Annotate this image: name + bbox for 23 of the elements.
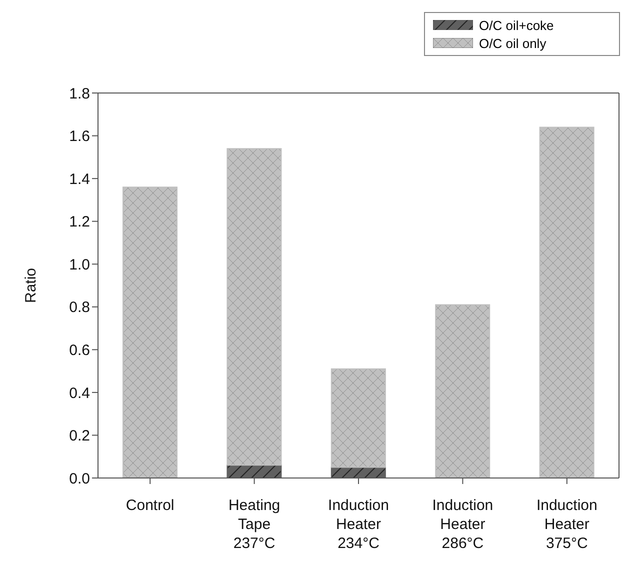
legend-label: O/C oil only bbox=[479, 36, 546, 50]
y-tick-label: 0.8 bbox=[69, 299, 90, 316]
legend-label: O/C oil+coke bbox=[479, 18, 554, 32]
y-axis-title: Ratio bbox=[22, 268, 40, 304]
bar bbox=[330, 368, 386, 468]
y-tick-label: 1.2 bbox=[69, 214, 90, 231]
bar bbox=[435, 304, 490, 478]
bar bbox=[122, 186, 178, 478]
y-tick-label: 0.2 bbox=[69, 428, 90, 445]
y-tick-label: 1.4 bbox=[69, 170, 90, 188]
y-tick-label: 1.8 bbox=[69, 85, 90, 102]
y-tick-label: 0.4 bbox=[69, 384, 90, 402]
y-tick-label: 0.0 bbox=[69, 470, 90, 488]
x-tick-label: Control bbox=[126, 497, 174, 514]
x-tick-label: Heating Tape 237°C bbox=[228, 497, 280, 552]
y-tick-label: 0.6 bbox=[69, 342, 90, 359]
x-tick-label: Induction Heater 234°C bbox=[328, 497, 389, 552]
bar bbox=[226, 148, 282, 466]
y-tick-label: 1.0 bbox=[69, 256, 90, 274]
bar bbox=[539, 126, 594, 478]
x-tick-label: Induction Heater 375°C bbox=[536, 497, 598, 552]
x-tick-label: Induction Heater 286°C bbox=[432, 497, 494, 552]
y-tick-label: 1.6 bbox=[69, 128, 90, 146]
